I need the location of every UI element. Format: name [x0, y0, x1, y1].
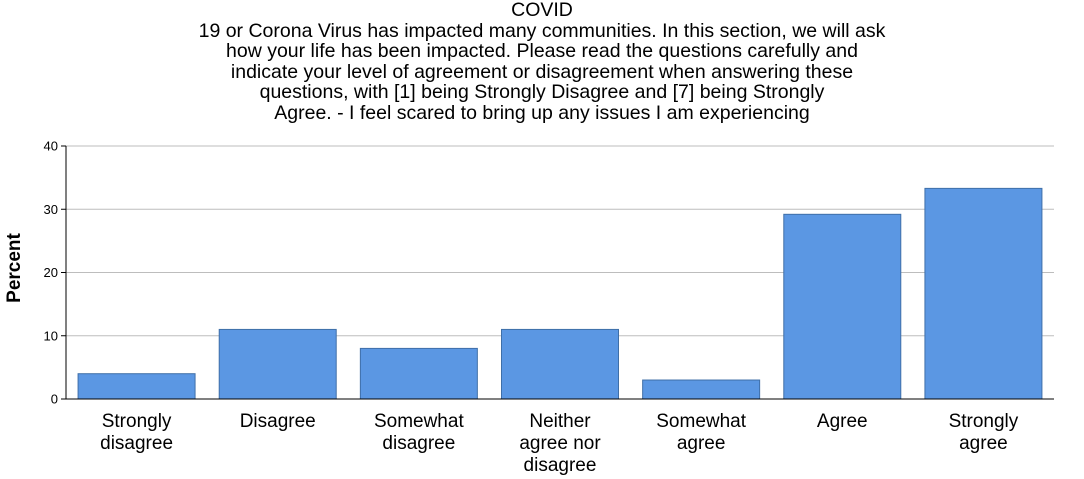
x-category-label-line: disagree — [524, 455, 597, 476]
y-tick-label: 10 — [44, 328, 58, 343]
y-tick-label: 40 — [44, 139, 58, 154]
x-category-label-line: agree — [677, 433, 726, 454]
title-line: questions, with [1] being Strongly Disag… — [259, 81, 825, 103]
bar — [501, 328, 619, 400]
x-category-label: Strongly disagree — [100, 411, 173, 454]
y-tick-label: 0 — [51, 392, 58, 407]
x-category-label-line: Somewhat — [656, 411, 746, 432]
x-category-label-line: Strongly — [949, 411, 1019, 432]
y-axis-label: Percent — [4, 232, 25, 302]
title-line: 19 or Corona Virus has impacted many com… — [198, 19, 886, 42]
x-category-label-line: disagree — [100, 433, 173, 454]
title-line: Agree. - I feel scared to bring up any i… — [274, 101, 810, 124]
x-category-label: Disagree — [240, 411, 316, 432]
x-category-label-line: Agree — [817, 411, 868, 432]
x-category-label-line: Strongly — [102, 411, 172, 432]
bar — [77, 373, 196, 400]
y-tick-label: 20 — [44, 265, 58, 280]
x-category-label-line: Somewhat — [374, 411, 464, 432]
bar — [783, 213, 902, 400]
x-category-label-line: agree — [959, 433, 1008, 454]
chart-title: COVID 19 or Corona Virus has impacted ma… — [0, 0, 1084, 123]
bar — [642, 379, 761, 400]
bar — [218, 328, 337, 400]
x-category-label: Somewhat disagree — [374, 411, 464, 454]
bar — [924, 187, 1043, 400]
x-category-label-line: Neither — [529, 411, 591, 432]
bar — [359, 347, 478, 400]
x-category-label-line: Disagree — [240, 411, 316, 432]
title-line: indicate your level of agreement or disa… — [230, 60, 854, 83]
bars — [77, 187, 1043, 400]
y-ticks: 0 10 20 30 40 — [44, 139, 66, 407]
x-category-label: Neither agree nor disagree — [519, 411, 601, 476]
y-tick-label: 30 — [44, 202, 58, 217]
x-category-label-line: agree nor — [519, 433, 601, 454]
title-line: COVID — [511, 0, 573, 21]
title-line: how your life has been impacted. Please … — [226, 40, 858, 62]
x-category-label: Strongly agree — [949, 411, 1019, 454]
gridlines — [66, 145, 1054, 337]
x-category-label: Agree — [817, 411, 868, 432]
x-category-label: Somewhat agree — [656, 411, 746, 454]
x-category-label-line: disagree — [382, 433, 455, 454]
